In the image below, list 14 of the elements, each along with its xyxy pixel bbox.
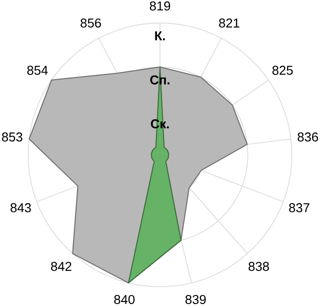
spoke-label: 839 (185, 295, 206, 304)
spoke-label: 836 (298, 132, 318, 142)
spoke-label: 819 (150, 2, 170, 11)
spoke-label: 837 (289, 203, 310, 213)
spoke-label: 856 (80, 18, 101, 28)
spoke-label: 821 (219, 18, 240, 28)
spoke-label: 825 (272, 66, 293, 76)
spoke-label: 843 (10, 203, 31, 213)
spoke-label: 854 (27, 66, 48, 76)
spoke-label: 840 (114, 295, 135, 304)
y-tick-label: К. (155, 32, 165, 41)
spoke-label: 853 (2, 132, 22, 142)
spoke-label: 838 (248, 262, 269, 272)
spoke-label: 842 (51, 262, 72, 272)
